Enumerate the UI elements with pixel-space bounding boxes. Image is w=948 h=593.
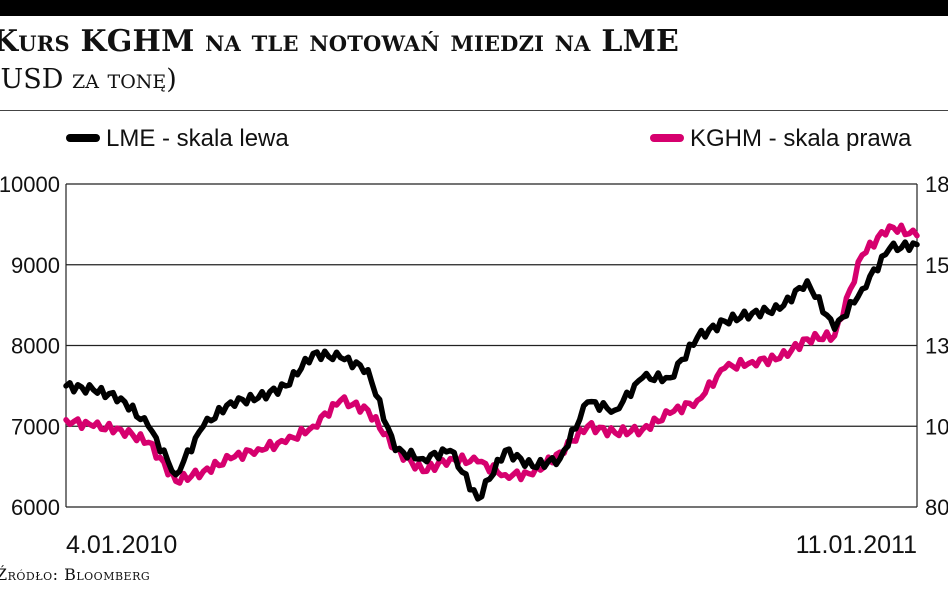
point-lme-7 [256, 396, 260, 400]
line-chart: LME - skala lewa KGHM - skala prawa 6000… [0, 125, 948, 559]
point-kghm-2 [119, 427, 123, 431]
point-lme-16 [503, 448, 507, 452]
point-kghm-5 [201, 469, 205, 473]
point-kghm-6 [229, 457, 233, 461]
point-kghm-31 [915, 234, 919, 238]
point-kghm-15 [476, 460, 480, 464]
point-lme-3 [146, 424, 150, 428]
point-kghm-13 [421, 469, 425, 473]
point-kghm-7 [256, 447, 260, 451]
point-lme-20 [613, 408, 617, 412]
point-kghm-22 [668, 411, 672, 415]
point-kghm-20 [613, 431, 617, 435]
point-kghm-21 [640, 427, 644, 431]
point-lme-27 [805, 279, 809, 283]
point-lme-13 [421, 457, 425, 461]
point-lme-0 [64, 384, 68, 388]
point-kghm-4 [174, 479, 178, 483]
point-lme-12 [393, 448, 397, 452]
point-kghm-14 [448, 457, 452, 461]
right-tick-label-3: 155 [925, 253, 948, 278]
point-lme-2 [119, 396, 123, 400]
right-tick-label-2: 130 [925, 334, 948, 359]
point-lme-18 [558, 457, 562, 461]
series-line-kghm [63, 222, 920, 486]
header-divider [0, 110, 948, 111]
point-lme-5 [201, 424, 205, 428]
point-lme-8 [284, 384, 288, 388]
point-kghm-25 [750, 360, 754, 364]
series-lines [63, 222, 920, 502]
point-lme-17 [531, 465, 535, 469]
point-kghm-1 [91, 424, 95, 428]
point-kghm-30 [888, 224, 892, 228]
point-kghm-0 [64, 418, 68, 422]
point-kghm-24 [723, 366, 727, 370]
legend-label-lme: LME - skala lewa [106, 125, 289, 152]
point-kghm-26 [778, 356, 782, 360]
point-lme-25 [750, 311, 754, 315]
right-tick-label-4: 180 [925, 172, 948, 197]
left-tick-label-4: 10000 [0, 172, 60, 197]
legend-label-kghm: KGHM - skala prawa [690, 125, 912, 152]
left-tick-label-2: 8000 [11, 334, 60, 359]
point-kghm-17 [531, 473, 535, 477]
left-axis-ticks: 6000 7000 8000 9000 10000 [0, 172, 60, 520]
point-kghm-11 [366, 408, 370, 412]
point-lme-30 [888, 247, 892, 251]
point-kghm-28 [833, 334, 837, 338]
point-lme-24 [723, 319, 727, 323]
point-lme-26 [778, 307, 782, 311]
point-lme-29 [860, 287, 864, 291]
point-kghm-16 [503, 473, 507, 477]
point-lme-6 [229, 400, 233, 404]
left-tick-label-0: 6000 [11, 495, 60, 520]
left-tick-label-1: 7000 [11, 414, 60, 439]
point-lme-1 [91, 388, 95, 392]
point-lme-31 [915, 243, 919, 247]
point-kghm-29 [860, 253, 864, 257]
right-tick-label-1: 105 [925, 414, 948, 439]
point-kghm-8 [284, 440, 288, 444]
legend: LME - skala lewa KGHM - skala prawa [66, 125, 912, 152]
x-tick-end: 11.01.2011 [796, 531, 917, 559]
series-line-lme [63, 239, 920, 502]
point-kghm-23 [695, 398, 699, 402]
left-tick-label-3: 9000 [11, 253, 60, 278]
point-lme-23 [695, 335, 699, 339]
point-kghm-3 [146, 440, 150, 444]
point-kghm-9 [311, 424, 315, 428]
point-lme-9 [311, 352, 315, 356]
top-bar [0, 0, 948, 16]
point-kghm-27 [805, 337, 809, 341]
point-lme-19 [586, 400, 590, 404]
point-lme-15 [476, 497, 480, 501]
point-lme-10 [339, 356, 343, 360]
right-tick-label-0: 80 [925, 495, 948, 520]
point-lme-28 [833, 327, 837, 331]
point-lme-4 [174, 473, 178, 477]
x-tick-start: 4.01.2010 [66, 531, 177, 559]
point-lme-22 [668, 376, 672, 380]
point-lme-14 [448, 448, 452, 452]
point-kghm-10 [339, 398, 343, 402]
point-lme-21 [640, 376, 644, 380]
point-lme-11 [366, 368, 370, 372]
chart-title: Kurs KGHM na tle notowań miedzi na LME [0, 24, 680, 59]
point-kghm-19 [586, 424, 590, 428]
source-note: Źródło: Bloomberg [0, 565, 151, 584]
chart-subtitle: (USD za tonę) [0, 64, 177, 95]
grid-lines [65, 183, 918, 508]
right-axis-ticks: 80 105 130 155 180 [925, 172, 948, 520]
